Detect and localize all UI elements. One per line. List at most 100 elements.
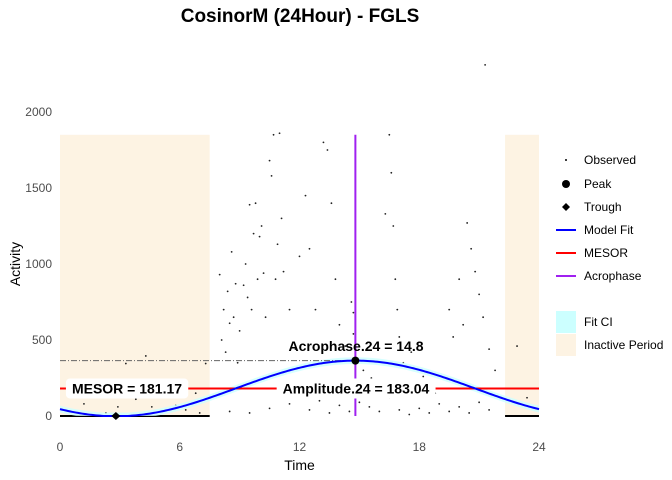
observed-point: [362, 369, 365, 372]
observed-point: [282, 270, 285, 273]
observed-point: [232, 316, 235, 319]
chart-title: CosinorM (24Hour) - FGLS: [180, 6, 420, 27]
observed-point: [204, 362, 207, 365]
mesor-label-box: [65, 378, 189, 399]
observed-point: [262, 272, 265, 275]
observed-point: [462, 323, 465, 326]
observed-point: [276, 243, 279, 246]
observed-point: [298, 255, 301, 258]
observed-point: [304, 194, 307, 197]
observed-point: [254, 202, 257, 205]
observed-point: [268, 407, 271, 410]
observed-point: [422, 375, 425, 378]
observed-point: [322, 141, 325, 144]
mesor-label-text: MESOR = 181.17: [72, 380, 182, 396]
observed-point: [378, 410, 381, 413]
observed-point: [222, 308, 225, 311]
peak-circle-icon: [562, 180, 570, 188]
observed-point: [220, 339, 223, 341]
observed-point: [526, 396, 528, 399]
x-tick-label: 6: [176, 440, 183, 454]
observed-point: [418, 407, 421, 410]
observed-point: [350, 301, 353, 303]
observed-point: [194, 392, 197, 395]
y-tick-label: 1500: [25, 181, 52, 195]
legend-item-fit-ci: Fit CI: [556, 311, 613, 333]
legend-label: MESOR: [584, 246, 628, 260]
observed-point: [452, 336, 455, 338]
observed-point: [398, 409, 401, 411]
legend-label: Inactive Period: [584, 338, 663, 352]
observed-point: [396, 308, 399, 311]
observed-point: [244, 263, 247, 265]
observed-point: [348, 410, 351, 413]
observed-point: [270, 174, 273, 177]
observed-point: [478, 293, 481, 296]
observed-point: [272, 133, 275, 136]
model-fit-line: [59, 359, 540, 417]
observed-point: [318, 399, 321, 402]
observed-point: [338, 404, 341, 407]
legend-label: Observed: [584, 153, 636, 167]
observed-point: [482, 316, 485, 319]
legend-item-model-fit: Model Fit: [556, 223, 634, 237]
legend-label: Trough: [584, 200, 622, 214]
observed-point: [234, 282, 237, 285]
legend-item-inactive-period: Inactive Period: [556, 334, 663, 356]
trough-marker: [111, 412, 121, 420]
observed-point: [198, 412, 201, 414]
legend-fill-icon: [556, 311, 576, 333]
observed-point: [288, 402, 291, 405]
observed-point: [116, 405, 119, 408]
observed-point: [250, 308, 253, 311]
inactive-period-rect: [60, 134, 210, 417]
observed-point: [448, 308, 451, 311]
observed-point: [134, 398, 137, 401]
observed-point: [258, 235, 261, 238]
observed-point: [352, 311, 355, 314]
legend-item-peak: Peak: [562, 177, 612, 191]
observed-point: [466, 222, 469, 224]
legend-fill-icon: [556, 334, 576, 356]
y-tick-label: 1000: [25, 257, 52, 271]
observed-point: [280, 217, 283, 220]
observed-point: [368, 405, 371, 408]
observed-point: [228, 410, 231, 413]
observed-point: [428, 412, 431, 414]
observed-point: [326, 149, 329, 151]
observed-point: [458, 278, 461, 281]
observed-point: [83, 402, 85, 405]
observed-point: [288, 308, 291, 311]
observed-point: [438, 402, 441, 405]
legend-label: Acrophase: [584, 269, 642, 283]
peak-marker: [351, 356, 360, 365]
observed-point: [230, 250, 233, 253]
observed-point: [484, 63, 487, 66]
observed-point: [242, 284, 245, 287]
observed-point: [330, 202, 333, 205]
observed-point: [398, 336, 401, 338]
observed-point: [294, 348, 297, 351]
legend-label: Peak: [584, 177, 612, 191]
observed-point: [124, 362, 127, 365]
mesor-label: MESOR = 181.17: [65, 378, 189, 399]
x-tick-label: 12: [293, 440, 307, 454]
legend-item-mesor: MESOR: [556, 246, 628, 260]
legend-item-acrophase: Acrophase: [556, 269, 642, 283]
observed-point: [260, 225, 263, 227]
observed-point: [246, 296, 249, 299]
amplitude-label-text: Amplitude.24 = 183.04: [283, 380, 430, 396]
observed-point: [352, 333, 355, 335]
observed-point: [224, 351, 227, 354]
acrophase-label: Acrophase.24 = 14.8: [288, 338, 423, 354]
observed-point: [150, 405, 153, 408]
y-tick-label: 2000: [25, 105, 52, 119]
y-tick-label: 500: [32, 333, 52, 347]
observed-point: [494, 369, 496, 372]
legend-item-trough: Trough: [562, 200, 622, 214]
observed-point: [238, 329, 241, 332]
observed-point: [228, 322, 231, 325]
observed-point: [468, 412, 471, 414]
observed-point: [308, 247, 311, 250]
observed-point: [252, 232, 255, 235]
